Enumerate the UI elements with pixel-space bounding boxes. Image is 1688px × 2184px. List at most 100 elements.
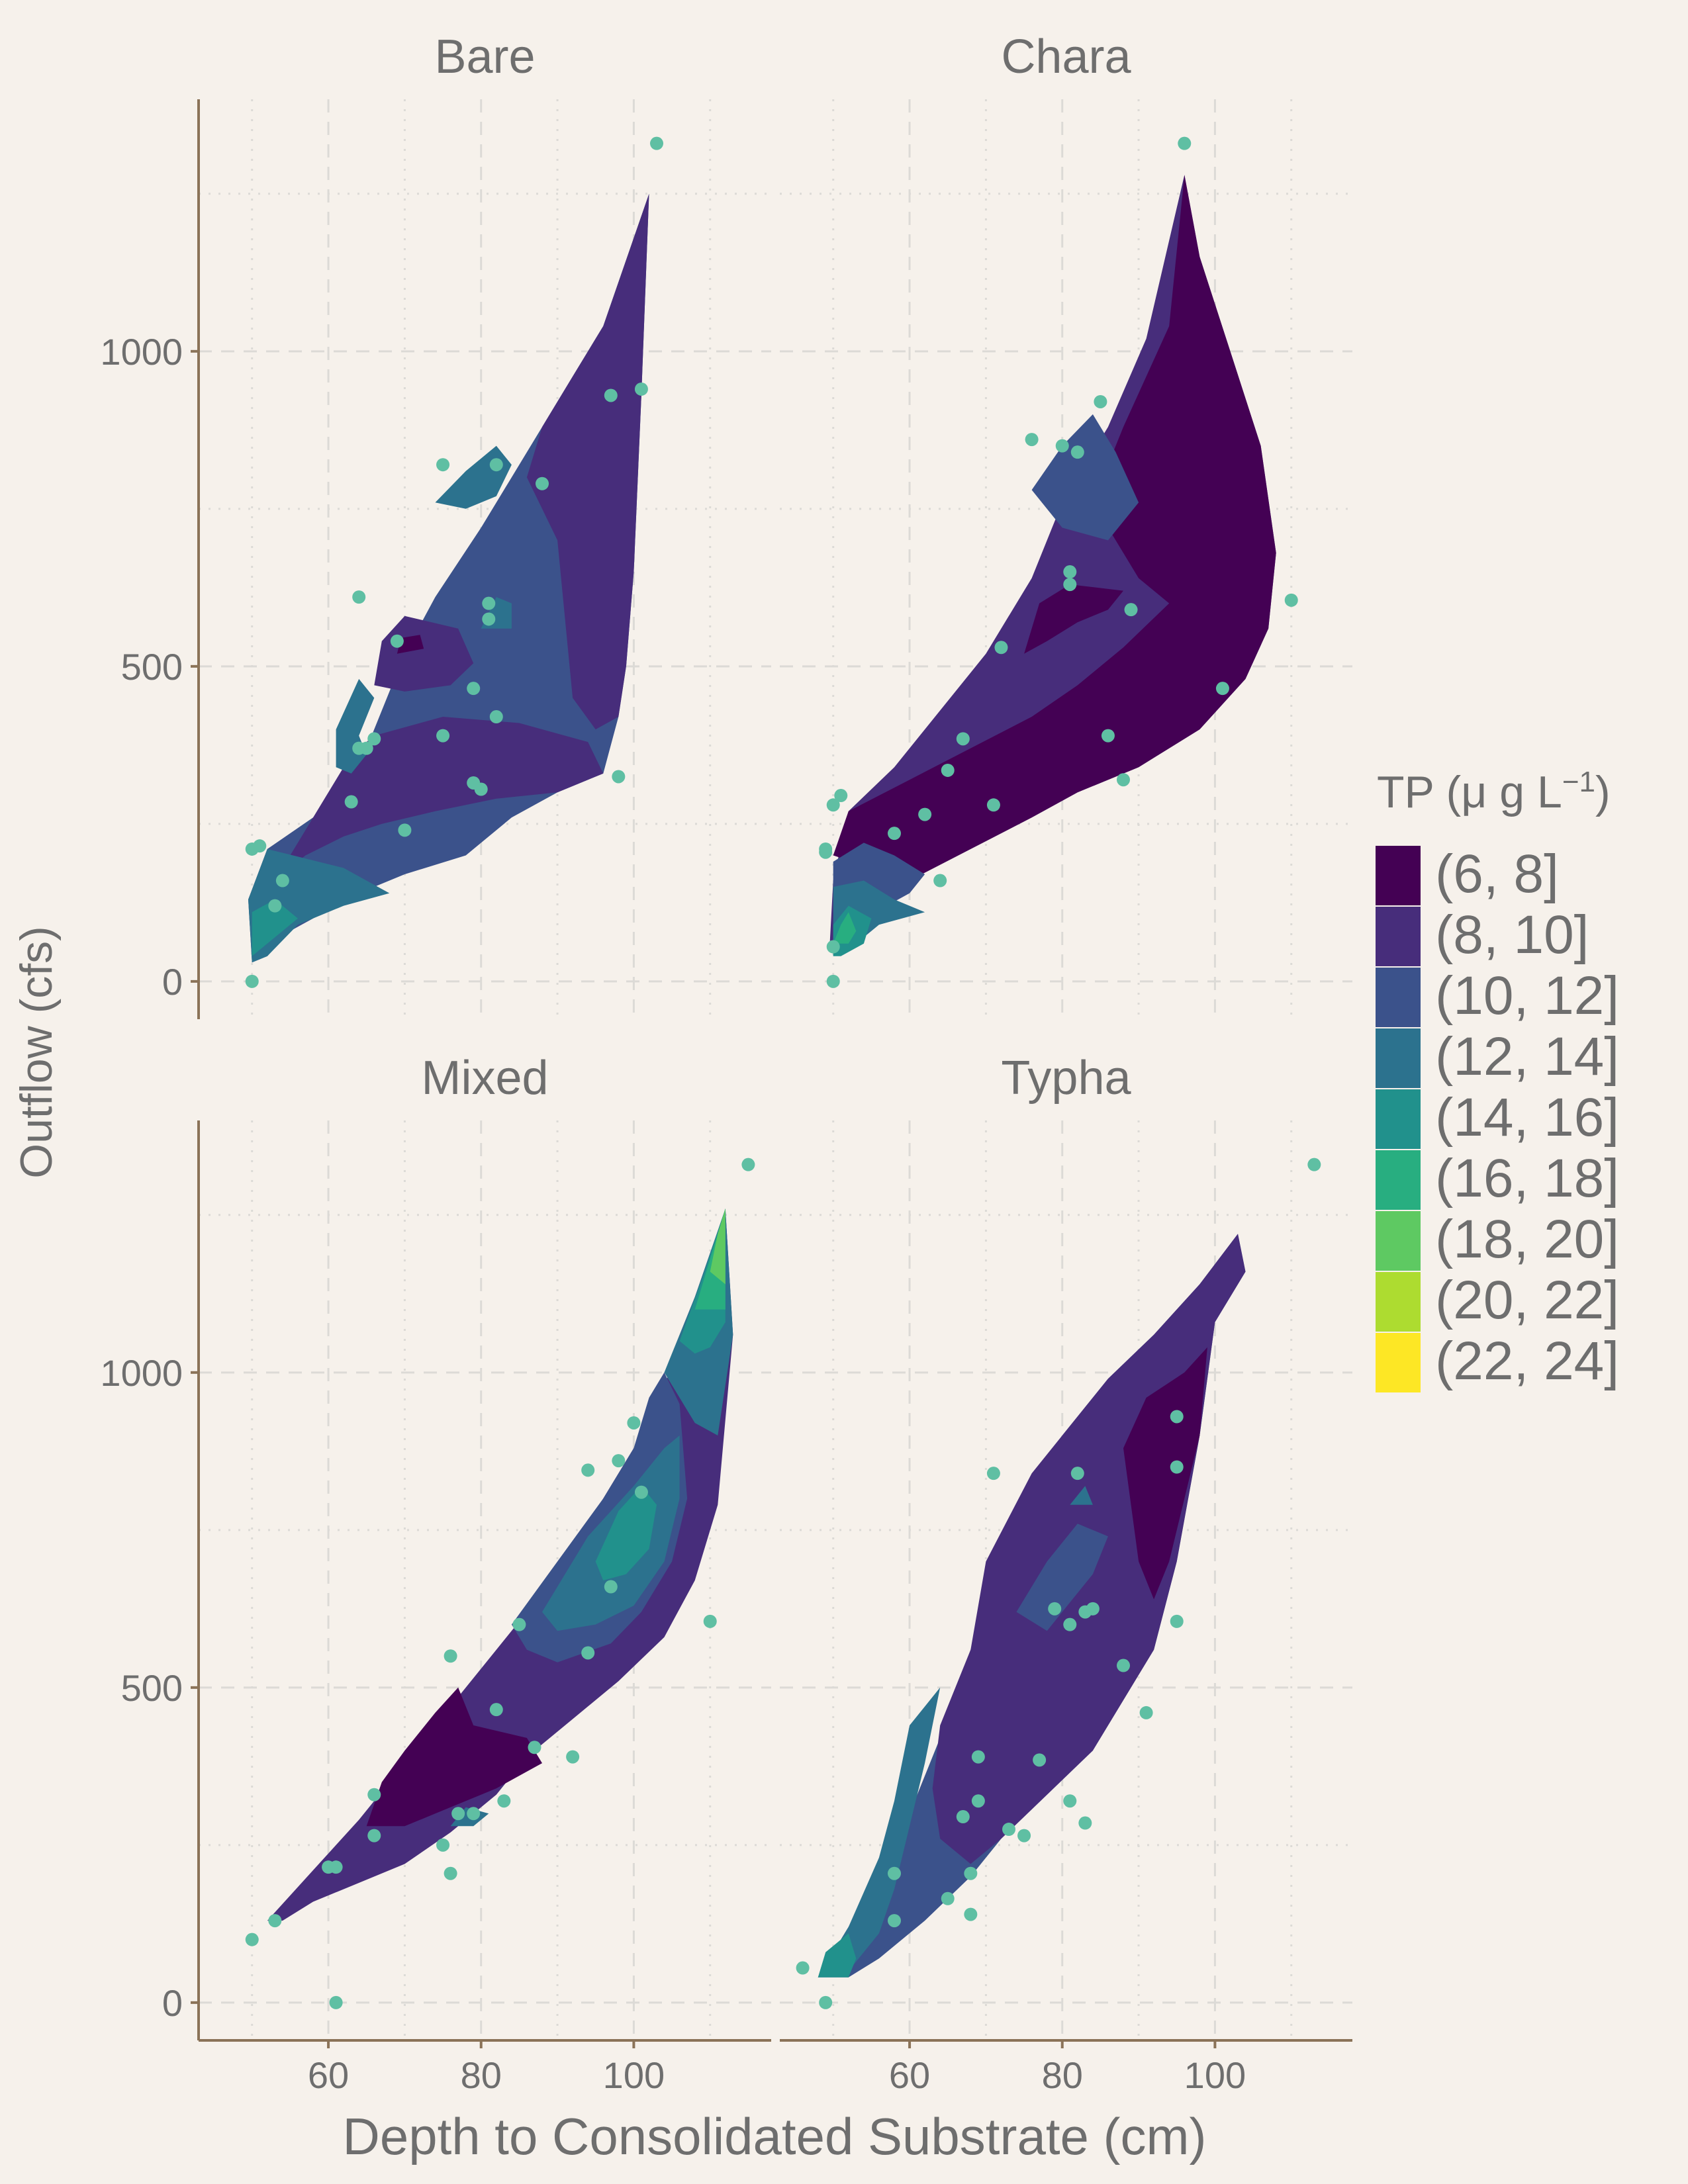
contour-region (1123, 1347, 1207, 1600)
data-point (352, 741, 366, 755)
legend-key (1376, 846, 1421, 905)
contour-region (366, 1687, 542, 1827)
data-point (536, 477, 549, 490)
contour-region (397, 635, 424, 654)
data-point (994, 641, 1008, 655)
y-tick-label: 500 (121, 1667, 183, 1709)
data-point (888, 1866, 901, 1880)
data-point (888, 1914, 901, 1928)
x-tick-label: 60 (889, 2054, 930, 2096)
data-point (1139, 1706, 1153, 1719)
legend-label: (18, 20] (1435, 1209, 1619, 1269)
legend-title-suffix: ) (1595, 767, 1611, 817)
data-point (612, 1454, 626, 1468)
x-tick-label: 80 (1042, 2054, 1083, 2096)
legend-key (1376, 1333, 1421, 1392)
x-tick-label: 100 (1184, 2054, 1246, 2096)
data-point (956, 1810, 970, 1824)
legend-title: TP (μ g L−1) (1377, 766, 1611, 818)
data-point (1284, 593, 1298, 607)
data-point (512, 1617, 526, 1631)
data-point (1033, 1753, 1047, 1767)
data-point (1048, 1602, 1062, 1615)
contour-region (818, 1687, 941, 1978)
x-axis-label: Depth to Consolidated Substrate (cm) (343, 2107, 1207, 2165)
panel-bare: Bare 0 500 1000 (100, 30, 771, 1019)
data-point (1063, 1794, 1077, 1808)
data-point (268, 899, 282, 913)
data-point (819, 845, 833, 859)
data-point (1170, 1410, 1184, 1424)
data-point (1070, 1467, 1084, 1480)
data-point (489, 458, 503, 472)
y-tick-label: 1000 (100, 331, 183, 373)
data-point (1002, 1823, 1015, 1837)
data-point (1025, 433, 1039, 447)
data-point (245, 974, 259, 988)
data-point (245, 1933, 259, 1946)
data-point (482, 596, 496, 610)
data-point (1055, 439, 1069, 453)
data-point (1215, 682, 1229, 696)
x-tick-label: 60 (308, 2054, 349, 2096)
legend-key (1376, 1150, 1421, 1210)
legend-key (1376, 1272, 1421, 1332)
contour-region (833, 912, 857, 944)
data-point (1078, 1605, 1092, 1619)
data-point (1101, 729, 1115, 743)
y-tick-label: 1000 (100, 1352, 183, 1394)
contour-region (1016, 1524, 1108, 1631)
legend-key (1376, 1089, 1421, 1149)
data-point (451, 1807, 465, 1821)
data-point (436, 1838, 450, 1852)
panel-chara: Chara (780, 30, 1352, 1019)
data-point (489, 710, 503, 724)
data-point (367, 1829, 381, 1843)
contour-region (336, 678, 375, 774)
legend-label: (12, 14] (1435, 1026, 1619, 1087)
data-point (918, 807, 932, 821)
contour-region (679, 1208, 726, 1354)
data-point (444, 1866, 457, 1880)
legend-label: (8, 10] (1435, 905, 1589, 965)
data-point (604, 1580, 618, 1594)
data-point (566, 1750, 580, 1764)
panel-title-typha: Typha (1001, 1052, 1131, 1105)
data-point (1170, 1460, 1184, 1474)
legend-label: (16, 18] (1435, 1148, 1619, 1208)
data-point (741, 1158, 755, 1171)
data-point (390, 634, 404, 648)
panel-title-mixed: Mixed (421, 1052, 548, 1105)
data-point (1078, 1816, 1092, 1830)
panel-typha: Typha 60 80 100 (780, 1052, 1352, 2096)
legend-label: (14, 16] (1435, 1087, 1619, 1148)
data-point (352, 590, 366, 604)
data-point (467, 682, 481, 696)
data-point (971, 1794, 985, 1808)
data-point (1117, 1659, 1130, 1672)
data-point (627, 1416, 641, 1430)
data-point (1063, 565, 1077, 579)
data-point (826, 798, 840, 812)
data-point (1017, 1829, 1031, 1843)
data-point (467, 1807, 481, 1821)
data-point (1117, 773, 1130, 787)
data-point (971, 1750, 985, 1764)
data-point (528, 1741, 541, 1754)
data-point (986, 798, 1000, 812)
legend-title-unit: g L (1487, 767, 1562, 817)
data-point (467, 776, 481, 790)
data-point (1307, 1158, 1321, 1171)
data-point (1063, 578, 1077, 592)
y-tick-label: 0 (162, 1982, 183, 2024)
data-point (344, 795, 358, 809)
data-point (329, 1860, 343, 1874)
legend-key (1376, 907, 1421, 966)
x-tick-label: 100 (603, 2054, 665, 2096)
x-tick-label: 80 (461, 2054, 502, 2096)
contour-region (694, 1208, 726, 1310)
contour-region (595, 1486, 657, 1580)
data-point (444, 1649, 457, 1663)
